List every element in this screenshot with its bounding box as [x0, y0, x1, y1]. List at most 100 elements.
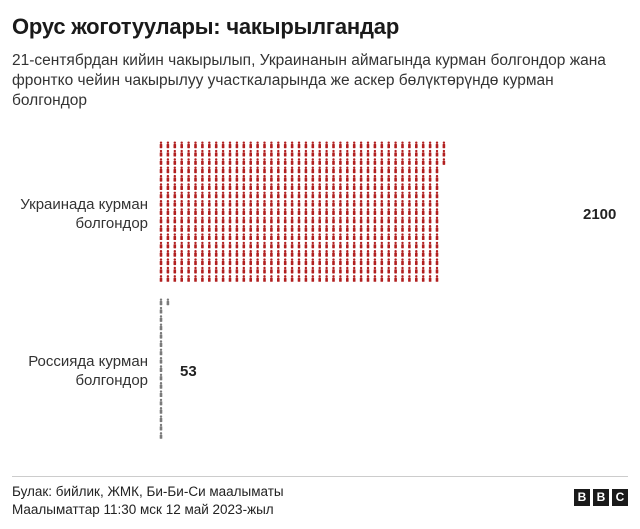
soldier-icon-ukraine	[394, 258, 397, 266]
soldier-icon-ukraine	[194, 149, 197, 157]
soldier-icon-ukraine	[359, 183, 363, 190]
soldier-icon-ukraine	[325, 166, 328, 174]
soldier-icon-ukraine	[380, 183, 384, 190]
soldier-icon-ukraine	[187, 166, 190, 174]
soldier-icon-ukraine	[270, 258, 273, 266]
soldier-icon-ukraine	[201, 183, 204, 190]
soldier-icon-ukraine	[415, 258, 418, 266]
soldier-icon-ukraine	[235, 141, 239, 149]
soldier-icon-ukraine	[166, 208, 170, 215]
soldier-icon-ukraine	[325, 250, 328, 257]
soldier-icon-ukraine	[346, 216, 349, 224]
soldier-icon-ukraine	[208, 241, 211, 249]
soldier-icon-ukraine	[214, 208, 218, 215]
soldier-icon-russia	[159, 340, 163, 347]
soldier-icon-ukraine	[166, 191, 170, 199]
soldier-icon-ukraine	[159, 174, 163, 182]
source-note: Булак: бийлик, ЖМК, Би-Би-Си маалыматы	[12, 484, 284, 499]
soldier-icon-ukraine	[325, 216, 328, 224]
soldier-icon-ukraine	[387, 258, 390, 266]
soldier-icon-ukraine	[408, 166, 411, 174]
soldier-icon-ukraine	[332, 183, 335, 190]
soldier-icon-ukraine	[263, 275, 266, 282]
category-label-ukraine: Украинада курман болгондор	[20, 196, 148, 232]
soldier-icon-ukraine	[249, 191, 252, 199]
soldier-icon-ukraine	[421, 191, 425, 199]
soldier-icon-ukraine	[159, 208, 163, 215]
soldier-icon-ukraine	[290, 266, 294, 274]
soldier-icon-ukraine	[228, 183, 232, 190]
soldier-icon-ukraine	[263, 191, 266, 199]
soldier-icon-ukraine	[270, 149, 273, 157]
soldier-icon-ukraine	[166, 166, 170, 174]
soldier-icon-ukraine	[270, 208, 273, 215]
soldier-icon-ukraine	[421, 216, 425, 224]
soldier-icon-ukraine	[249, 166, 252, 174]
soldier-icon-ukraine	[180, 174, 183, 182]
soldier-icon-ukraine	[263, 266, 266, 274]
soldier-icon-ukraine	[428, 241, 432, 249]
soldier-icon-ukraine	[408, 225, 411, 232]
soldier-icon-ukraine	[311, 149, 315, 157]
soldier-icon-ukraine	[290, 216, 294, 224]
soldier-icon-ukraine	[332, 149, 335, 157]
soldier-icon-russia	[159, 382, 163, 389]
soldier-icon-ukraine	[415, 183, 418, 190]
soldier-icon-ukraine	[394, 266, 397, 274]
soldier-icon-ukraine	[194, 199, 197, 207]
soldier-icon-ukraine	[304, 141, 308, 149]
soldier-icon-ukraine	[352, 275, 356, 282]
soldier-icon-ukraine	[428, 225, 432, 232]
soldier-icon-ukraine	[194, 158, 197, 165]
soldier-icon-ukraine	[401, 191, 404, 199]
soldier-icon-ukraine	[325, 191, 328, 199]
soldier-icon-ukraine	[304, 233, 308, 241]
soldier-icon-ukraine	[311, 141, 315, 149]
soldier-icon-ukraine	[408, 158, 411, 165]
soldier-icon-ukraine	[373, 208, 377, 215]
soldier-icon-ukraine	[346, 241, 349, 249]
soldier-icon-ukraine	[221, 266, 225, 274]
soldier-icon-ukraine	[201, 174, 204, 182]
soldier-icon-ukraine	[263, 141, 266, 149]
soldier-icon-ukraine	[346, 225, 349, 232]
soldier-icon-ukraine	[359, 266, 363, 274]
soldier-icon-ukraine	[318, 225, 321, 232]
soldier-icon-ukraine	[415, 250, 418, 257]
soldier-icon-ukraine	[235, 183, 239, 190]
soldier-icon-ukraine	[173, 241, 177, 249]
soldier-icon-ukraine	[290, 199, 294, 207]
soldier-icon-ukraine	[290, 183, 294, 190]
soldier-icon-ukraine	[318, 266, 321, 274]
soldier-icon-ukraine	[408, 183, 411, 190]
soldier-icon-ukraine	[380, 149, 384, 157]
soldier-icon-ukraine	[283, 183, 287, 190]
soldier-icon-ukraine	[304, 191, 308, 199]
soldier-icon-ukraine	[435, 250, 439, 257]
soldier-icon-ukraine	[180, 208, 183, 215]
soldier-icon-ukraine	[359, 166, 363, 174]
soldier-icon-ukraine	[201, 241, 204, 249]
soldier-icon-ukraine	[408, 266, 411, 274]
soldier-icon-ukraine	[366, 225, 370, 232]
soldier-icon-ukraine	[208, 199, 211, 207]
soldier-icon-ukraine	[194, 225, 197, 232]
soldier-icon-ukraine	[325, 233, 328, 241]
soldier-icon-ukraine	[339, 216, 342, 224]
soldier-icon-russia	[159, 315, 163, 322]
soldier-icon-ukraine	[311, 258, 315, 266]
soldier-icon-ukraine	[228, 225, 232, 232]
bbc-logo-letter: C	[612, 489, 628, 506]
soldier-icon-ukraine	[194, 141, 197, 149]
soldier-icon-ukraine	[173, 191, 177, 199]
soldier-icon-ukraine	[249, 141, 252, 149]
soldier-icon-ukraine	[221, 258, 225, 266]
soldier-icon-ukraine	[277, 191, 280, 199]
soldier-icon-ukraine	[304, 174, 308, 182]
soldier-icon-ukraine	[373, 233, 377, 241]
soldier-icon-ukraine	[435, 158, 439, 165]
soldier-icon-ukraine	[201, 233, 204, 241]
soldier-icon-ukraine	[346, 258, 349, 266]
soldier-icon-ukraine	[263, 149, 266, 157]
bbc-logo-letter: B	[574, 489, 590, 506]
